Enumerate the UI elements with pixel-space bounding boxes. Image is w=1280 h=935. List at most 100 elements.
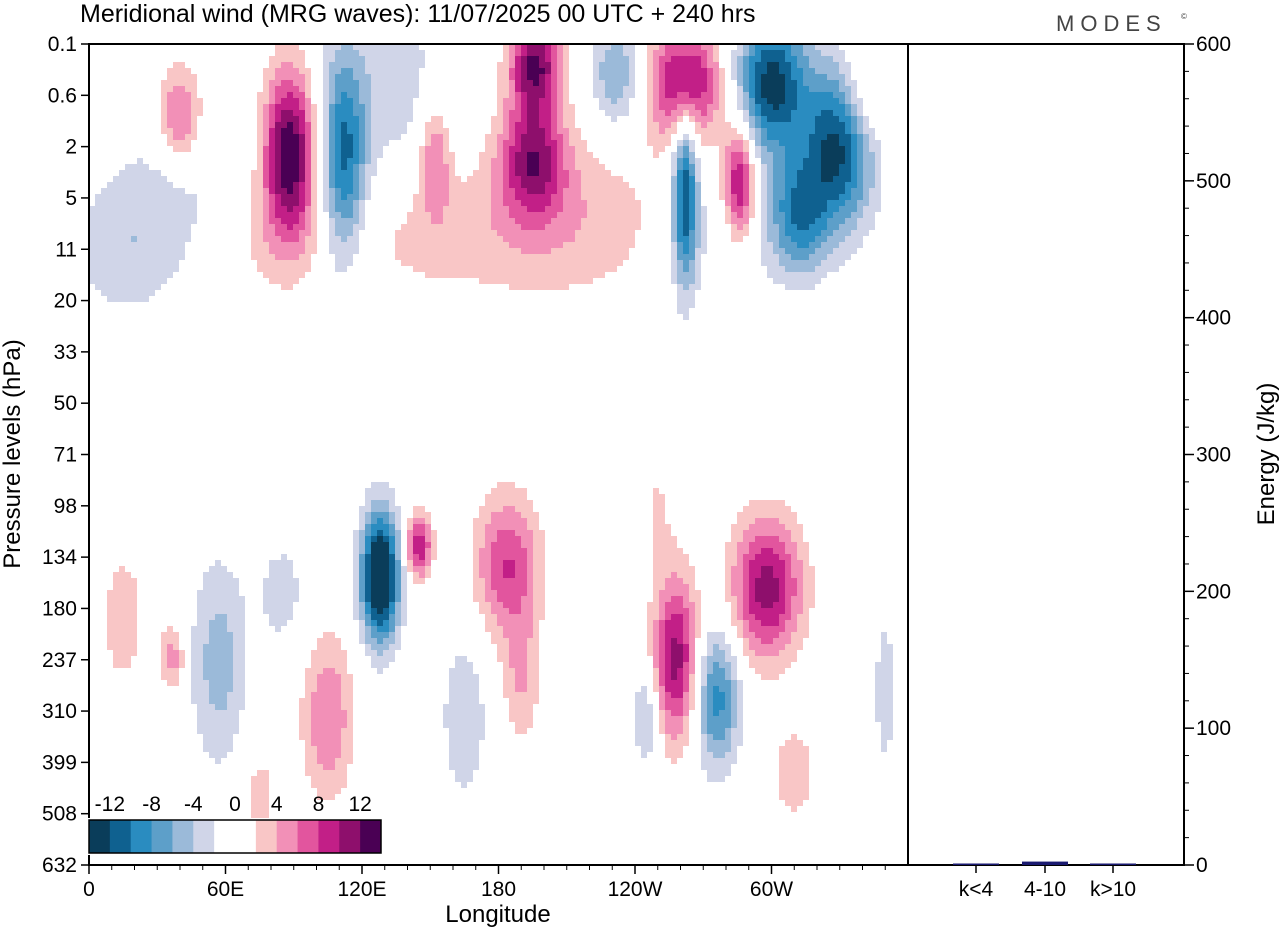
heatmap-cell (173, 110, 179, 116)
heatmap-cell (329, 638, 335, 644)
heatmap-cell (347, 674, 353, 680)
heatmap-cell (539, 272, 545, 278)
heatmap-cell (593, 176, 599, 182)
heatmap-cell (761, 140, 767, 146)
heatmap-cell (695, 92, 701, 98)
heatmap-cell (515, 584, 521, 590)
heatmap-cell (569, 152, 575, 158)
heatmap-cell (131, 218, 137, 224)
heatmap-cell (725, 176, 731, 182)
heatmap-cell (521, 218, 527, 224)
heatmap-cell (233, 578, 239, 584)
heatmap-cell (551, 218, 557, 224)
heatmap-cell (395, 80, 401, 86)
heatmap-cell (395, 128, 401, 134)
heatmap-cell (803, 632, 809, 638)
heatmap-cell (263, 98, 269, 104)
heatmap-cell (119, 194, 125, 200)
heatmap-cell (197, 644, 203, 650)
heatmap-cell (497, 488, 503, 494)
heatmap-cell (509, 482, 515, 488)
heatmap-cell (521, 536, 527, 542)
heatmap-cell (527, 50, 533, 56)
heatmap-cell (695, 590, 701, 596)
heatmap-cell (227, 656, 233, 662)
heatmap-cell (143, 242, 149, 248)
heatmap-cell (239, 626, 245, 632)
heatmap-cell (695, 188, 701, 194)
heatmap-cell (797, 110, 803, 116)
heatmap-cell (353, 578, 359, 584)
heatmap-cell (383, 620, 389, 626)
heatmap-cell (383, 650, 389, 656)
heatmap-cell (143, 200, 149, 206)
heatmap-cell (473, 176, 479, 182)
heatmap-cell (365, 584, 371, 590)
heatmap-cell (503, 236, 509, 242)
heatmap-cell (755, 80, 761, 86)
heatmap-cell (485, 596, 491, 602)
heatmap-cell (527, 536, 533, 542)
heatmap-cell (875, 662, 881, 668)
heatmap-cell (755, 116, 761, 122)
heatmap-cell (161, 218, 167, 224)
heatmap-cell (719, 104, 725, 110)
heatmap-cell (605, 50, 611, 56)
heatmap-cell (275, 602, 281, 608)
heatmap-cell (881, 632, 887, 638)
heatmap-cell (677, 626, 683, 632)
heatmap-cell (527, 266, 533, 272)
heatmap-cell (305, 200, 311, 206)
heatmap-cell (125, 296, 131, 302)
heatmap-cell (845, 194, 851, 200)
heatmap-cell (563, 206, 569, 212)
heatmap-cell (335, 674, 341, 680)
heatmap-cell (659, 542, 665, 548)
heatmap-cell (665, 584, 671, 590)
heatmap-cell (137, 230, 143, 236)
heatmap-cell (593, 68, 599, 74)
heatmap-cell (503, 56, 509, 62)
heatmap-cell (383, 512, 389, 518)
heatmap-cell (329, 188, 335, 194)
heatmap-cell (557, 200, 563, 206)
heatmap-cell (575, 236, 581, 242)
heatmap-cell (503, 626, 509, 632)
heatmap-cell (509, 182, 515, 188)
heatmap-cell (281, 98, 287, 104)
heatmap-cell (401, 236, 407, 242)
heatmap-cell (731, 134, 737, 140)
heatmap-cell (167, 260, 173, 266)
heatmap-cell (521, 158, 527, 164)
heatmap-cell (281, 152, 287, 158)
heatmap-cell (779, 530, 785, 536)
heatmap-cell (353, 608, 359, 614)
heatmap-cell (131, 272, 137, 278)
heatmap-cell (659, 584, 665, 590)
heatmap-cell (677, 272, 683, 278)
heatmap-cell (167, 182, 173, 188)
heatmap-cell (371, 512, 377, 518)
heatmap-cell (329, 224, 335, 230)
heatmap-cell (647, 92, 653, 98)
heatmap-cell (413, 266, 419, 272)
heatmap-cell (527, 650, 533, 656)
heatmap-cell (383, 656, 389, 662)
heatmap-cell (293, 200, 299, 206)
heatmap-cell (497, 602, 503, 608)
heatmap-cell (377, 140, 383, 146)
heatmap-cell (281, 242, 287, 248)
heatmap-cell (113, 632, 119, 638)
heatmap-cell (419, 170, 425, 176)
heatmap-cell (353, 596, 359, 602)
heatmap-cell (725, 206, 731, 212)
heatmap-cell (341, 248, 347, 254)
heatmap-cell (305, 170, 311, 176)
heatmap-cell (845, 80, 851, 86)
heatmap-cell (389, 86, 395, 92)
heatmap-cell (185, 104, 191, 110)
heatmap-cell (341, 218, 347, 224)
heatmap-cell (725, 152, 731, 158)
heatmap-cell (599, 212, 605, 218)
heatmap-cell (275, 212, 281, 218)
